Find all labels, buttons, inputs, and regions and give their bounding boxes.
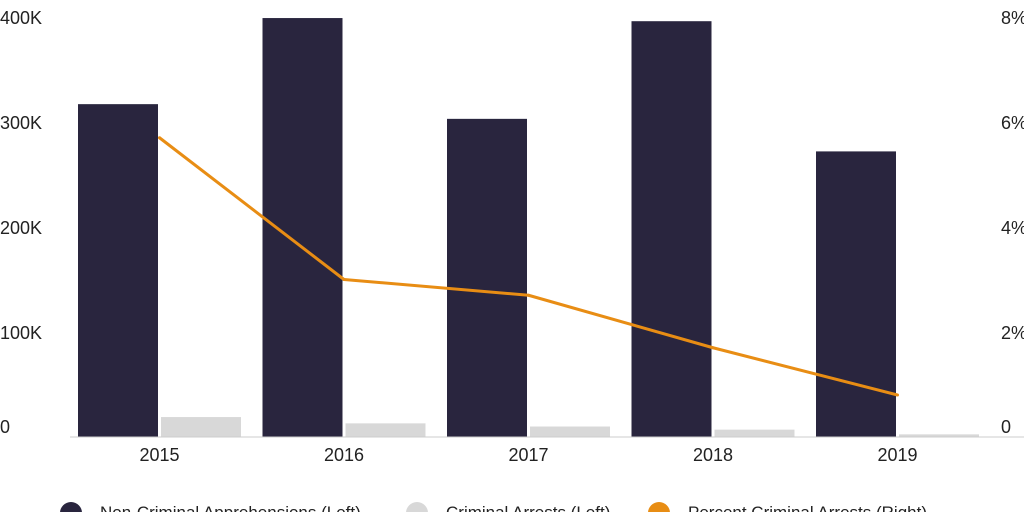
legend-swatch [60,502,82,512]
left-tick-label: 200K [0,218,42,238]
legend-label: Criminal Arrests (Left) [446,503,610,512]
bar-criminal-2018 [714,429,795,437]
bar-criminal-2015 [161,417,241,437]
legend-label: Percent Criminal Arrests (Right) [688,503,927,512]
x-tick-label: 2015 [139,445,179,465]
line-point-2015 [158,136,161,140]
right-tick-label: 0 [1001,417,1011,437]
legend-swatch [648,502,670,512]
line-point-2018 [711,346,715,350]
x-tick-label: 2018 [693,445,733,465]
left-tick-label: 100K [0,323,42,343]
x-tick-label: 2019 [877,445,917,465]
x-tick-label: 2016 [324,445,364,465]
right-tick-label: 8% [1001,8,1024,28]
right-tick-label: 6% [1001,113,1024,133]
bar-non-criminal-2017 [447,118,527,437]
x-tick-label: 2017 [508,445,548,465]
line-point-2017 [527,293,530,297]
bar-series [78,18,979,438]
x-axis-ticks: 2015 2016 2017 2018 2019 [139,445,917,465]
left-tick-label: 0 [0,417,10,437]
line-point-2019 [896,393,899,397]
bar-criminal-2016 [345,423,426,437]
right-tick-label: 2% [1001,323,1024,343]
legend: Non-Criminal Apprehensions (Left) Crimina… [60,502,927,512]
bar-non-criminal-2018 [631,21,712,437]
bar-criminal-2019 [899,434,979,437]
line-series [158,136,899,397]
bar-criminal-2017 [530,426,610,437]
right-axis-ticks: 0 2% 4% 6% 8% [1001,8,1024,437]
bar-non-criminal-2015 [78,104,158,438]
left-tick-label: 300K [0,113,42,133]
right-tick-label: 4% [1001,218,1024,238]
left-tick-label: 400K [0,8,42,28]
bar-non-criminal-2019 [816,151,896,437]
line-point-2016 [342,278,346,281]
left-axis-ticks: 0 100K 200K 300K 400K [0,8,42,437]
legend-swatch [406,502,428,512]
legend-label: Non-Criminal Apprehensions (Left) [100,503,361,512]
